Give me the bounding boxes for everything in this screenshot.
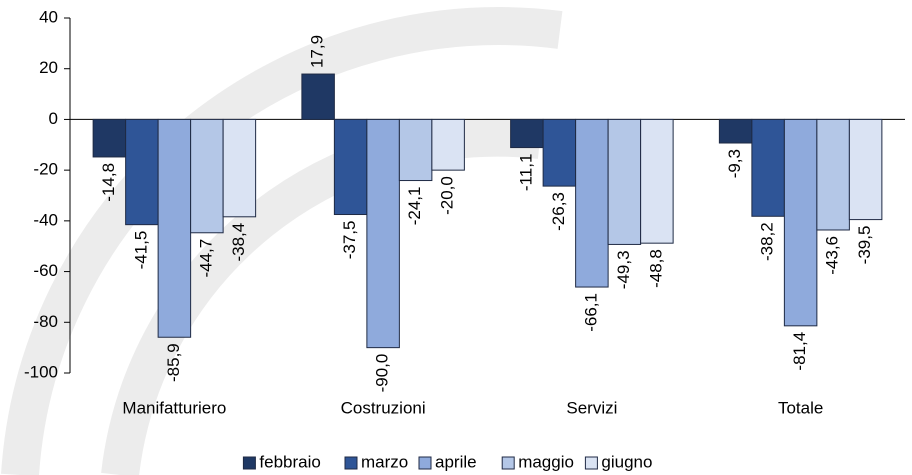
bar [848, 118, 883, 221]
value-label: -66,1 [581, 293, 600, 332]
value-label: 17,9 [308, 35, 327, 68]
bar [301, 73, 335, 120]
bar [816, 118, 850, 231]
bar [640, 118, 674, 244]
x-tick-label: Costruzioni [341, 398, 426, 417]
value-label: -48,8 [646, 249, 665, 288]
value-label: -14,8 [99, 163, 118, 202]
legend-label: maggio [518, 452, 574, 471]
bar [190, 118, 224, 234]
bar [333, 118, 368, 216]
legend-swatch [344, 456, 358, 470]
bar [157, 118, 192, 338]
value-label: -49,3 [614, 250, 633, 289]
bar [125, 118, 159, 226]
y-tick-label: 20 [39, 58, 58, 77]
bar [751, 118, 785, 217]
value-label: -85,9 [164, 343, 183, 382]
y-tick-label: -20 [33, 160, 58, 179]
legend-swatch [418, 456, 432, 470]
bar [783, 118, 818, 327]
bar [431, 118, 465, 171]
y-tick-label: -80 [33, 312, 58, 331]
legend-label: giugno [601, 452, 652, 471]
y-tick-label: -100 [24, 362, 58, 381]
value-label: -38,2 [758, 222, 777, 261]
legend-swatch [584, 456, 598, 470]
value-label: -38,4 [229, 223, 248, 262]
x-tick-label: Servizi [566, 398, 617, 417]
value-label: -41,5 [131, 231, 150, 270]
value-label: -39,5 [855, 226, 874, 265]
y-tick-label: -60 [33, 261, 58, 280]
bar [92, 118, 127, 158]
value-label: -24,1 [405, 187, 424, 226]
value-label: -43,6 [823, 236, 842, 275]
legend-swatch [242, 456, 256, 470]
y-tick-label: 0 [49, 109, 58, 128]
value-label: -90,0 [373, 354, 392, 393]
y-tick-label: -40 [33, 210, 58, 229]
x-tick-label: Totale [778, 398, 823, 417]
bar [366, 118, 400, 349]
value-label: -37,5 [340, 221, 359, 260]
value-label: -26,3 [549, 192, 568, 231]
value-label: -81,4 [790, 332, 809, 371]
bar [607, 118, 642, 245]
background-arcs [1, 7, 563, 475]
value-label: -20,0 [438, 176, 457, 215]
bar [398, 118, 433, 182]
legend-label: aprile [435, 452, 477, 471]
value-label: -11,1 [516, 154, 535, 192]
bar [542, 118, 577, 187]
legend-label: febbraio [259, 452, 320, 471]
x-tick-label: Manifatturiero [122, 398, 226, 417]
legend-swatch [501, 456, 515, 470]
bar [575, 118, 609, 288]
legend-label: marzo [361, 452, 408, 471]
bar [510, 118, 544, 149]
y-tick-label: 40 [39, 7, 58, 26]
bar [222, 118, 257, 218]
value-label: -44,7 [196, 239, 215, 278]
bar [718, 118, 753, 144]
value-label: -9,3 [725, 149, 744, 178]
